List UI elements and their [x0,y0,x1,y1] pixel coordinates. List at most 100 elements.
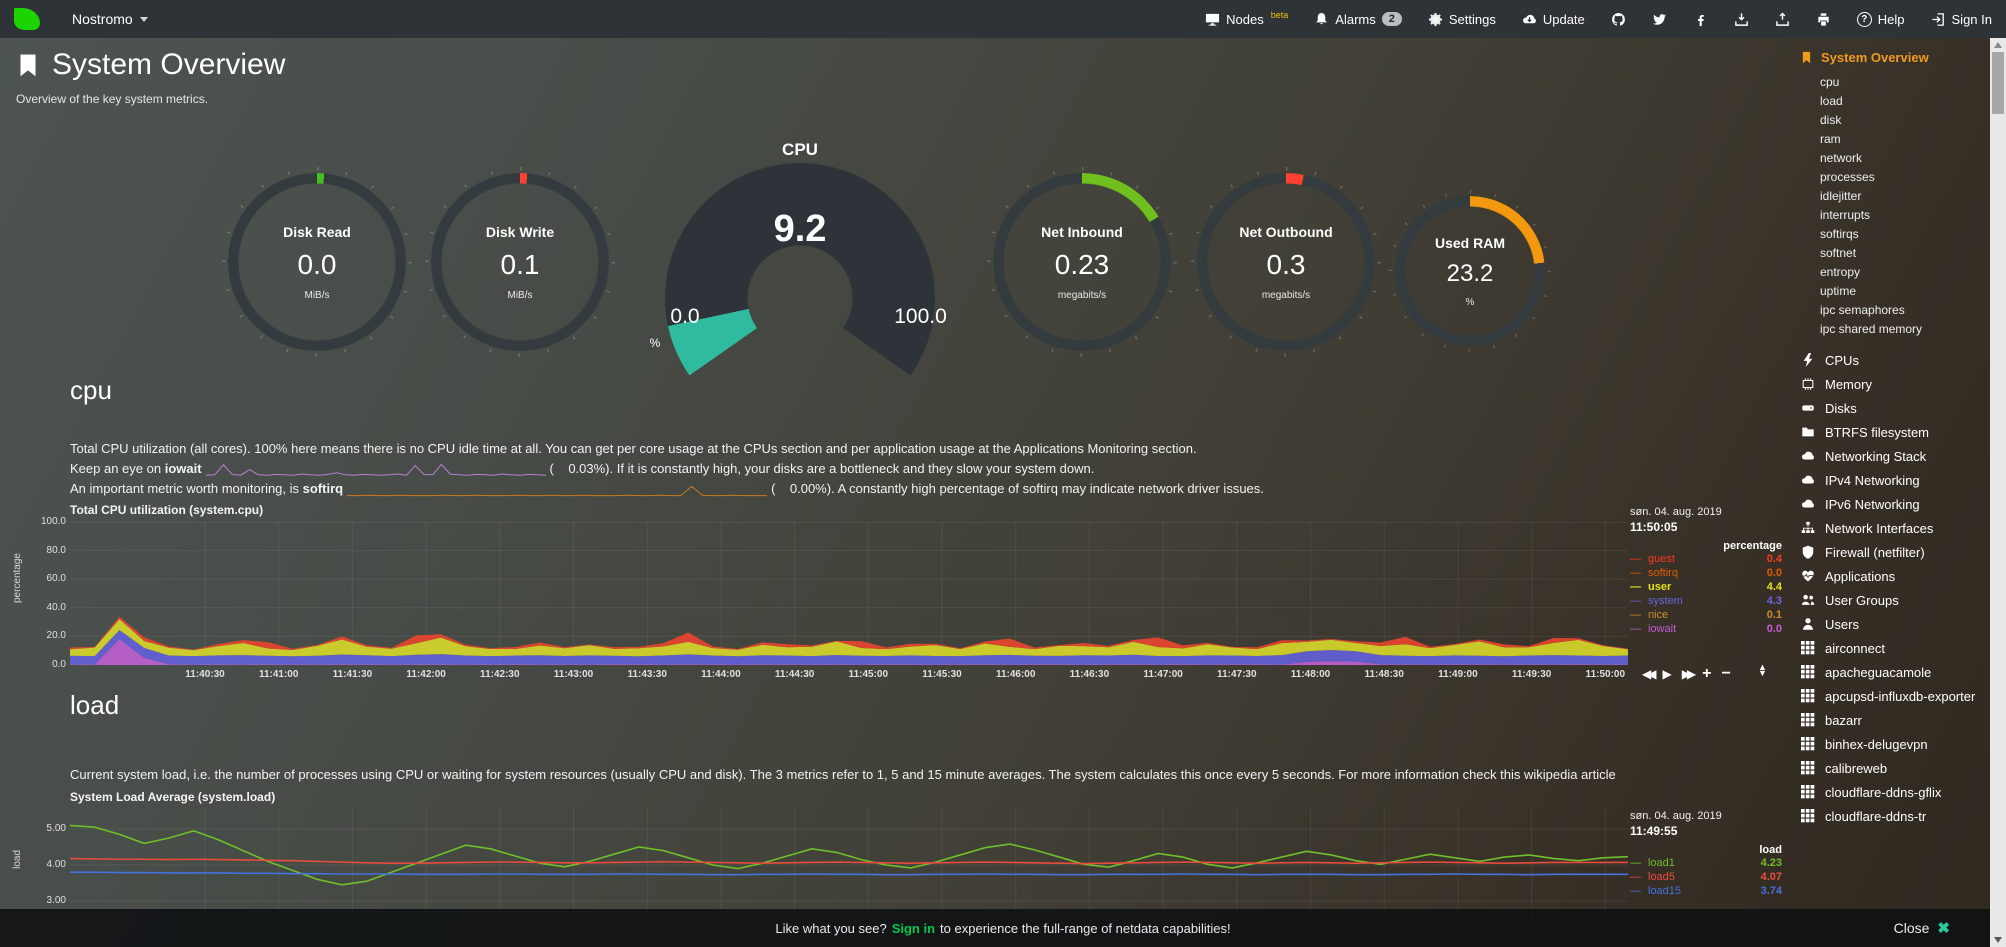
sidebar-item-ipv6-networking[interactable]: IPv6 Networking [1800,493,1992,517]
sidebar-sub-item-disk[interactable]: disk [1820,113,1842,127]
used-ram-gauge[interactable]: Used RAM 23.2 % [1389,190,1551,352]
sidebar-item-binhex-delugevpn[interactable]: binhex-delugevpn [1800,733,1992,757]
folder-icon [1800,425,1816,441]
sidebar-sub-item-cpu[interactable]: cpu [1820,75,1840,89]
download-icon[interactable] [1734,12,1749,27]
load-chart[interactable]: System Load Average (system.load) load s… [0,790,1790,947]
cpu-desc-line2: Keep an eye on iowait( 0.03%). If it is … [70,461,1094,478]
page-scrollbar[interactable] [1990,38,2006,947]
x-axis-tick: 11:42:30 [480,669,520,680]
legend-entry-load5[interactable]: — load5 4.07 [1630,871,1782,883]
sidebar-item-memory[interactable]: Memory [1800,373,1992,397]
sidebar-item-cloudflare-ddns-gflix[interactable]: cloudflare-ddns-gflix [1800,781,1992,805]
facebook-icon[interactable] [1693,12,1708,27]
disk-read-gauge[interactable]: Disk Read 0.0 MiB/s [222,167,412,357]
sidebar-item-bazarr[interactable]: bazarr [1800,709,1992,733]
cpu-gauge-title: CPU [782,140,818,159]
github-icon[interactable] [1611,12,1626,27]
sidebar-sub-item-ram[interactable]: ram [1820,132,1841,146]
sidebar-item-airconnect[interactable]: airconnect [1800,637,1992,661]
sidebar-sub-item-softnet[interactable]: softnet [1820,246,1857,260]
sidebar-item-disks[interactable]: Disks [1800,397,1992,421]
load-chart-plot[interactable] [70,808,1628,947]
iowait-sparkline[interactable] [205,461,546,478]
beta-badge: beta [1270,10,1289,20]
legend-entry-system[interactable]: — system 4.3 [1630,595,1782,607]
scroll-down-arrow-icon[interactable] [1994,937,2002,943]
sidebar-item-cloudflare-ddns-tr[interactable]: cloudflare-ddns-tr [1800,805,1992,829]
legend-entry-guest[interactable]: — guest 0.4 [1630,553,1782,565]
help-button[interactable]: ? Help [1856,11,1905,27]
cloud-icon [1800,497,1816,513]
sidebar-sub-item-entropy[interactable]: entropy [1820,265,1861,279]
close-icon: ✖ [1937,920,1950,937]
sidebar-sub-item-processes[interactable]: processes [1820,170,1875,184]
legend-entry-user[interactable]: — user 4.4 [1630,581,1782,593]
legend-entry-load1[interactable]: — load1 4.23 [1630,857,1782,869]
upload-icon[interactable] [1775,12,1790,27]
sidebar-item-firewall-netfilter-[interactable]: Firewall (netfilter) [1800,541,1992,565]
cpu-chart[interactable]: Total CPU utilization (system.cpu) perce… [0,503,1790,688]
shield-icon [1800,545,1816,561]
sitemap-icon [1800,521,1816,537]
legend-entry-nice[interactable]: — nice 0.1 [1630,609,1782,621]
hostname-dropdown[interactable]: Nostromo [72,11,148,27]
alarms-button[interactable]: Alarms 2 [1314,12,1402,27]
sidebar-item-user-groups[interactable]: User Groups [1800,589,1992,613]
cpu-gauge[interactable] [665,163,935,433]
footer-sign-in-link[interactable]: Sign in [891,920,936,936]
nodes-button[interactable]: Nodes beta [1205,10,1289,27]
net-out-gauge[interactable]: Net Outbound 0.3 megabits/s [1191,167,1381,357]
sign-in-button[interactable]: Sign In [1931,12,1992,27]
play-icon[interactable]: ▶ [1662,667,1672,681]
legend-entry-load15[interactable]: — load15 3.74 [1630,885,1782,897]
legend-header: percentage [1723,540,1782,552]
sidebar-item-users[interactable]: Users [1800,613,1992,637]
gauge-arc [228,173,406,351]
sidebar-sub-item-idlejitter[interactable]: idlejitter [1820,189,1862,203]
sidebar-item-apacheguacamole[interactable]: apacheguacamole [1800,661,1992,685]
twitter-icon[interactable] [1652,12,1667,27]
scrollbar-thumb[interactable] [1992,52,2004,114]
sidebar-item-applications[interactable]: Applications [1800,565,1992,589]
sidebar-item-network-interfaces[interactable]: Network Interfaces [1800,517,1992,541]
close-banner-button[interactable]: Close ✖ [1893,920,1950,937]
sidebar-sub-item-load[interactable]: load [1820,94,1843,108]
cloud-download-icon [1522,12,1537,27]
update-button[interactable]: Update [1522,12,1585,27]
legend-entry-softirq[interactable]: — softirq 0.0 [1630,567,1782,579]
legend-entry-iowait[interactable]: — iowait 0.0 [1630,623,1782,635]
sidebar-item-system-overview[interactable]: System Overview [1800,50,1992,65]
sidebar-sub-item-interrupts[interactable]: interrupts [1820,208,1871,222]
x-axis-tick: 11:50:00 [1585,669,1626,680]
softirq-sparkline[interactable] [347,481,768,498]
settings-button[interactable]: Settings [1428,12,1496,27]
netdata-logo-icon[interactable] [14,8,40,30]
sidebar-sub-item-uptime[interactable]: uptime [1820,284,1857,298]
sidebar-sub-item-ipc-shared-memory[interactable]: ipc shared memory [1820,322,1923,336]
gauge-value: 0.3 [1266,248,1306,280]
cpu-chart-plot[interactable] [70,522,1628,665]
disk-write-gauge[interactable]: Disk Write 0.1 MiB/s [425,167,615,357]
page-subtitle: Overview of the key system metrics. [16,92,209,106]
y-axis-tick: 40.0 [46,601,66,613]
pan-forward-icon[interactable]: ▶▶ [1681,667,1697,681]
net-in-gauge[interactable]: Net Inbound 0.23 megabits/s [987,167,1177,357]
print-icon[interactable] [1816,12,1831,27]
sidebar-item-calibreweb[interactable]: calibreweb [1800,757,1992,781]
sidebar-item-btrfs-filesystem[interactable]: BTRFS filesystem [1800,421,1992,445]
sidebar-item-cpus[interactable]: CPUs [1800,349,1992,373]
load-section-heading: load [70,690,120,720]
pan-backward-icon[interactable]: ◀◀ [1642,667,1657,681]
sidebar-sub-item-ipc-semaphores[interactable]: ipc semaphores [1820,303,1905,317]
sidebar-item-networking-stack[interactable]: Networking Stack [1800,445,1992,469]
zoom-in-icon[interactable]: + [1702,665,1712,682]
zoom-out-icon[interactable]: − [1721,665,1731,682]
sidebar-item-apcupsd-influxdb-exporter[interactable]: apcupsd-influxdb-exporter [1800,685,1992,709]
sidebar-sub-item-softirqs[interactable]: softirqs [1820,227,1859,241]
sidebar-sub-item-network[interactable]: network [1820,151,1863,165]
scroll-up-arrow-icon[interactable] [1994,42,2002,48]
sidebar-item-ipv4-networking[interactable]: IPv4 Networking [1800,469,1992,493]
x-axis-tick: 11:44:00 [701,669,741,680]
resize-handle-icon[interactable]: ▲ ▼ [1758,662,1767,678]
